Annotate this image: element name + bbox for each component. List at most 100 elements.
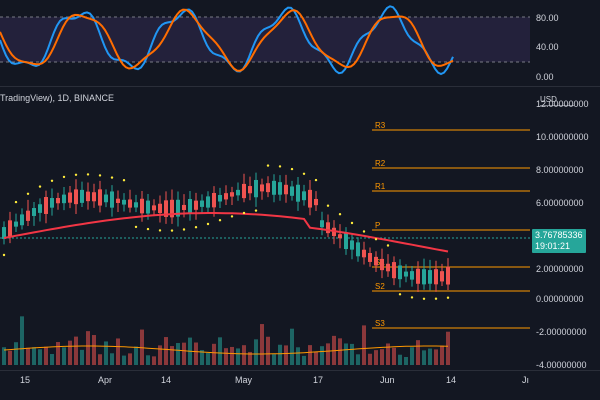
candle-body (188, 199, 192, 214)
volume-bar (170, 346, 174, 365)
sar-dot (74, 173, 78, 176)
time-tick: 14 (161, 375, 172, 385)
candle-body (278, 182, 282, 195)
volume-bar (266, 336, 270, 365)
time-tick: May (235, 375, 253, 385)
currency-underline (540, 105, 574, 106)
volume-bar (302, 355, 306, 365)
symbol-legend[interactable]: TradingView), 1D, BINANCE (0, 93, 115, 103)
sar-dot (122, 179, 126, 182)
volume-bar (62, 347, 66, 365)
volume-bar (410, 347, 414, 365)
currency-label[interactable]: USD (540, 95, 574, 106)
candle-body (74, 189, 78, 205)
sar-dot (422, 297, 426, 300)
volume-bar (404, 356, 408, 365)
candle-body (92, 192, 96, 202)
price-tick: 6.00000000 (536, 198, 584, 208)
candle-body (122, 199, 126, 205)
volume-bar (50, 354, 54, 365)
volume-bar (386, 343, 390, 365)
volume-bar (68, 340, 72, 365)
candle-body (68, 192, 72, 203)
volume-bar (164, 337, 168, 365)
candle-body (416, 268, 420, 284)
sar-dot (362, 230, 366, 233)
candle-body (302, 191, 306, 201)
candle-body (266, 183, 270, 193)
candle-body (206, 196, 210, 208)
candle-body (158, 203, 162, 214)
price-tick: 0.00000000 (536, 294, 584, 304)
candle-body (338, 234, 342, 239)
volume-ma-line (3, 345, 449, 355)
price-chart-pane[interactable]: R3 R2 R1 P S1 S2 S3 (0, 88, 530, 370)
stochastic-rsi-pane[interactable] (0, 0, 530, 86)
stoch-d-line (0, 8, 454, 72)
sar-dot (170, 229, 174, 232)
volume-bar (152, 356, 156, 365)
volume-bar (128, 353, 132, 365)
volume-bar (104, 341, 108, 365)
volume-bar (224, 348, 228, 365)
candle-body (320, 220, 324, 228)
candle-body (422, 269, 426, 285)
candle-body (260, 184, 264, 192)
price-tick: 12.00000000 (536, 99, 589, 109)
volume-bar (248, 351, 252, 365)
time-tick: Apr (98, 375, 113, 385)
moving-average-line (3, 212, 449, 253)
candle-body (182, 204, 186, 211)
sar-dot (110, 176, 114, 179)
volume-bar (32, 347, 36, 365)
volume-bar (140, 329, 144, 365)
volume-bar (20, 316, 24, 365)
candle-body (368, 253, 372, 262)
candle-body (50, 198, 54, 208)
candle-body (104, 194, 108, 203)
volume-bar (134, 346, 138, 365)
volume-bar (446, 331, 450, 365)
candle-body (128, 199, 132, 208)
candle-body (410, 271, 414, 280)
volume-bar (182, 342, 186, 365)
candle-body (362, 249, 366, 258)
time-tick: Jı (522, 375, 530, 385)
pane-separator[interactable] (0, 86, 600, 87)
candle-body (194, 200, 198, 210)
pivot-label: R2 (375, 159, 386, 168)
volume-bar (110, 353, 114, 365)
volume-bar (434, 349, 438, 365)
pivot-label: R1 (375, 182, 386, 191)
sar-dot (218, 219, 222, 222)
candle-body (380, 258, 384, 271)
osc-level-80: 80.00 (536, 13, 559, 23)
candle-body (398, 265, 402, 280)
volume-bar (440, 345, 444, 365)
sar-dot (290, 167, 294, 171)
volume-bar (212, 343, 216, 365)
candle-body (38, 204, 42, 213)
time-axis[interactable] (0, 370, 600, 400)
candle-body (254, 179, 258, 198)
candle-body (2, 227, 6, 239)
volume-bar (422, 350, 426, 365)
volume-bar (368, 353, 372, 365)
volume-bar (290, 328, 294, 365)
volume-bar (350, 343, 354, 365)
currency-text: USD (540, 95, 557, 104)
volume-bar (218, 337, 222, 365)
candle-body (434, 269, 438, 285)
candle-body (356, 242, 360, 257)
stochastic-rsi-plot (0, 5, 530, 76)
volume-bar (86, 331, 90, 365)
pivot-label: S3 (375, 319, 385, 328)
volume-bar (26, 347, 30, 365)
candle-body (374, 256, 378, 266)
candle-body (236, 189, 240, 196)
candle-body (152, 205, 156, 211)
candle-body (440, 271, 444, 282)
candle-body (116, 198, 120, 203)
sar-dot (158, 229, 162, 232)
pivot-label: R3 (375, 121, 386, 130)
